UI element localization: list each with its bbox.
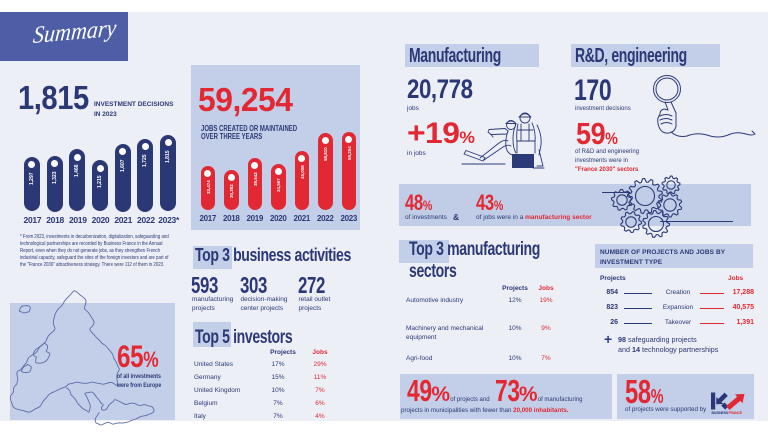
svg-text:FRANCE: FRANCE	[729, 411, 743, 415]
svg-text:BUSINESS: BUSINESS	[712, 411, 729, 415]
